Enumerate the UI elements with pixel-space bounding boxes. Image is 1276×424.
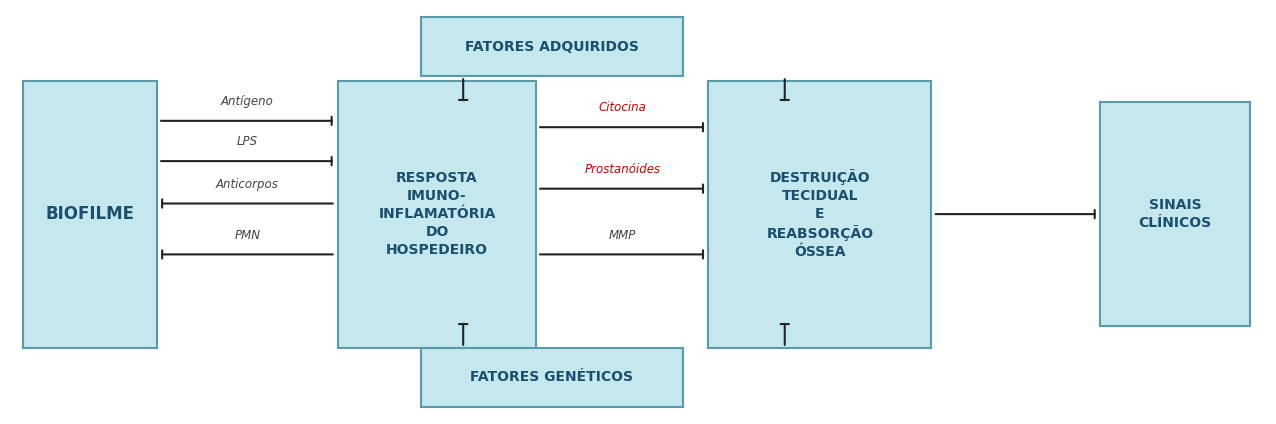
FancyBboxPatch shape [421,17,683,76]
Text: RESPOSTA
IMUNO-
INFLAMATÓRIA
DO
HOSPEDEIRO: RESPOSTA IMUNO- INFLAMATÓRIA DO HOSPEDEI… [379,171,495,257]
Text: SINAIS
CLÍNICOS: SINAIS CLÍNICOS [1138,198,1212,230]
Text: Citocina: Citocina [598,101,647,114]
Text: FATORES ADQUIRIDOS: FATORES ADQUIRIDOS [464,39,639,54]
FancyBboxPatch shape [708,81,931,348]
FancyBboxPatch shape [338,81,536,348]
Text: BIOFILME: BIOFILME [46,205,134,223]
Text: PMN: PMN [235,229,260,242]
Text: FATORES GENÉTICOS: FATORES GENÉTICOS [471,370,633,385]
Text: LPS: LPS [237,135,258,148]
Text: Prostanóides: Prostanóides [584,163,661,176]
FancyBboxPatch shape [23,81,157,348]
FancyBboxPatch shape [421,348,683,407]
Text: MMP: MMP [609,229,637,242]
Text: Anticorpos: Anticorpos [216,178,279,191]
FancyBboxPatch shape [1100,102,1250,326]
Text: Antígeno: Antígeno [221,95,274,108]
Text: DESTRUIÇÃO
TECIDUAL
E
REABSORÇÃO
ÓSSEA: DESTRUIÇÃO TECIDUAL E REABSORÇÃO ÓSSEA [767,169,873,259]
